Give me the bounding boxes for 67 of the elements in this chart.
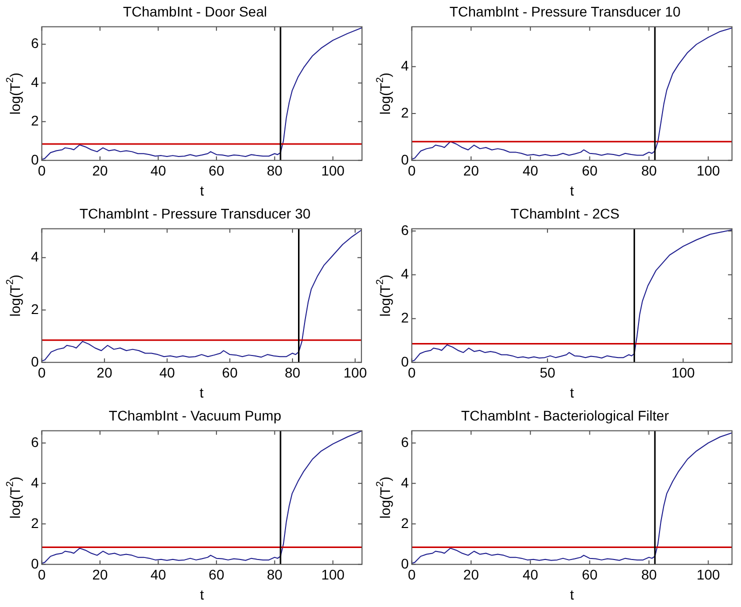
x-axis-title: t bbox=[200, 384, 204, 400]
x-tick-label: 20 bbox=[92, 566, 108, 583]
x-tick-label: 100 bbox=[696, 566, 720, 583]
y-tick-label: 2 bbox=[30, 514, 39, 531]
x-tick-label: 80 bbox=[641, 162, 657, 179]
x-tick-label: 40 bbox=[150, 162, 166, 179]
y-tick-label: 2 bbox=[400, 104, 409, 120]
x-tick-label: 40 bbox=[159, 364, 176, 381]
y-tick-label: 0 bbox=[30, 555, 39, 572]
y-tick-label: 6 bbox=[400, 434, 409, 450]
x-tick-label: 40 bbox=[522, 162, 538, 179]
x-tick-label: 60 bbox=[208, 566, 224, 583]
x-tick-label: 60 bbox=[208, 162, 224, 179]
y-axis-title: log(T2) bbox=[374, 476, 393, 519]
x-tick-label: 80 bbox=[284, 364, 300, 381]
x-tick-label: 60 bbox=[222, 364, 238, 381]
x-tick-label: 100 bbox=[696, 162, 720, 179]
x-tick-label: 80 bbox=[266, 162, 283, 179]
x-tick-label: 20 bbox=[96, 364, 112, 381]
x-axis-title: t bbox=[570, 182, 574, 198]
x-tick-label: 20 bbox=[463, 566, 480, 583]
x-tick-label: 20 bbox=[463, 162, 480, 179]
x-tick-label: 60 bbox=[582, 162, 598, 179]
x-axis-title: t bbox=[200, 586, 204, 602]
x-tick-label: 100 bbox=[321, 162, 345, 179]
x-tick-label: 80 bbox=[266, 566, 283, 583]
y-tick-label: 4 bbox=[400, 58, 409, 74]
chart-title: TChambInt - Bacteriological Filter bbox=[461, 407, 670, 424]
x-axis-title: t bbox=[200, 182, 204, 198]
x-tick-label: 40 bbox=[150, 566, 166, 583]
chart-title: TChambInt - Pressure Transducer 10 bbox=[449, 3, 681, 20]
y-tick-label: 6 bbox=[400, 222, 409, 238]
x-axis-title: t bbox=[570, 586, 574, 602]
y-tick-label: 0 bbox=[400, 151, 409, 168]
y-tick-label: 2 bbox=[400, 514, 409, 531]
y-tick-label: 4 bbox=[30, 474, 39, 490]
y-tick-label: 0 bbox=[30, 151, 39, 168]
x-tick-label: 100 bbox=[671, 364, 696, 381]
y-tick-label: 6 bbox=[30, 35, 39, 52]
x-tick-label: 100 bbox=[343, 364, 368, 381]
chart-title: TChambInt - Pressure Transducer 30 bbox=[79, 205, 311, 222]
x-tick-label: 80 bbox=[641, 566, 657, 583]
y-axis-title: log(T2) bbox=[374, 72, 393, 115]
y-axis-title: log(T2) bbox=[374, 274, 393, 317]
y-tick-label: 4 bbox=[30, 248, 39, 264]
y-tick-label: 0 bbox=[30, 353, 39, 370]
chart-title: TChambInt - Door Seal bbox=[123, 3, 267, 20]
y-tick-label: 4 bbox=[400, 474, 409, 490]
y-tick-label: 0 bbox=[400, 555, 409, 572]
x-tick-label: 20 bbox=[92, 162, 108, 179]
chart-title: TChambInt - Vacuum Pump bbox=[108, 407, 282, 424]
y-tick-label: 0 bbox=[400, 353, 409, 370]
y-tick-label: 2 bbox=[30, 112, 39, 129]
x-tick-label: 100 bbox=[321, 566, 345, 583]
x-tick-label: 60 bbox=[582, 566, 598, 583]
y-tick-label: 2 bbox=[30, 300, 39, 317]
y-axis-title: log(T2) bbox=[4, 72, 23, 115]
y-tick-label: 4 bbox=[400, 266, 409, 282]
x-axis-title: t bbox=[570, 384, 574, 400]
x-tick-label: 40 bbox=[522, 566, 538, 583]
y-tick-label: 4 bbox=[30, 74, 39, 90]
y-axis-title: log(T2) bbox=[4, 274, 23, 317]
y-tick-label: 2 bbox=[400, 309, 409, 326]
x-tick-label: 50 bbox=[540, 364, 556, 381]
chart-title: TChambInt - 2CS bbox=[510, 205, 620, 222]
y-axis-title: log(T2) bbox=[4, 476, 23, 519]
y-tick-label: 6 bbox=[30, 434, 39, 450]
